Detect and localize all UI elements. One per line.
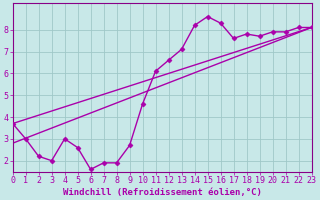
X-axis label: Windchill (Refroidissement éolien,°C): Windchill (Refroidissement éolien,°C): [63, 188, 261, 197]
